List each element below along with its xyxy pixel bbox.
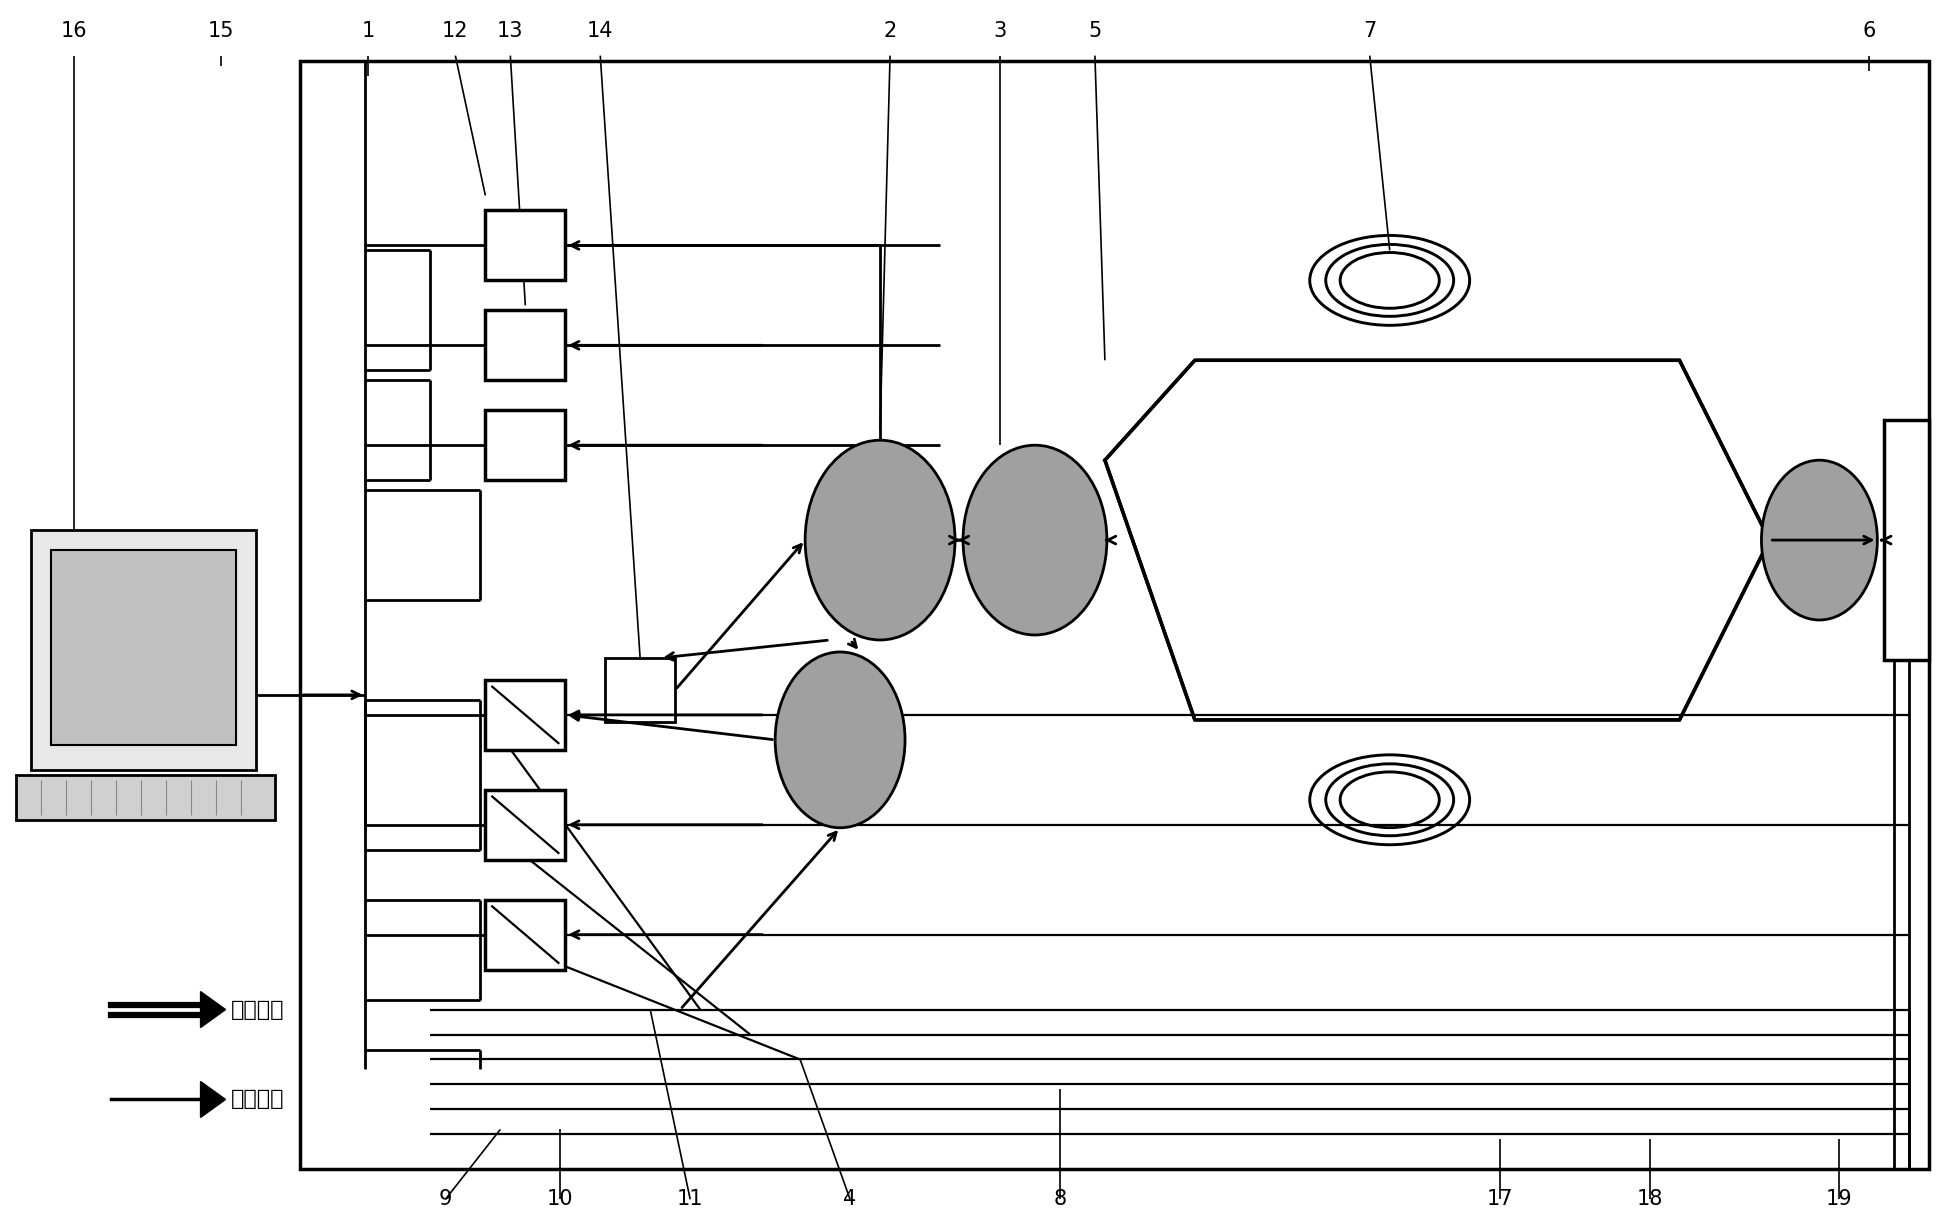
Text: 4: 4 bbox=[844, 1189, 856, 1209]
Ellipse shape bbox=[1761, 460, 1878, 620]
Ellipse shape bbox=[805, 440, 956, 640]
Text: 2: 2 bbox=[883, 21, 897, 41]
Bar bbox=[485, 899, 565, 969]
Text: 3: 3 bbox=[993, 21, 1006, 41]
Ellipse shape bbox=[963, 445, 1106, 635]
Text: 7: 7 bbox=[1364, 21, 1376, 41]
Text: 5: 5 bbox=[1088, 21, 1102, 41]
Bar bbox=[1884, 421, 1929, 661]
Text: 19: 19 bbox=[1827, 1189, 1852, 1209]
Ellipse shape bbox=[776, 652, 905, 828]
Text: 18: 18 bbox=[1635, 1189, 1663, 1209]
Bar bbox=[485, 210, 565, 280]
Bar bbox=[51, 550, 236, 745]
Text: 16: 16 bbox=[61, 21, 88, 41]
Bar bbox=[485, 790, 565, 860]
Text: 11: 11 bbox=[676, 1189, 703, 1209]
Bar bbox=[606, 658, 676, 722]
Text: 1: 1 bbox=[361, 21, 375, 41]
Text: 15: 15 bbox=[207, 21, 234, 41]
Polygon shape bbox=[1104, 360, 1770, 720]
Bar bbox=[301, 60, 1929, 1170]
Polygon shape bbox=[201, 991, 225, 1027]
Text: 12: 12 bbox=[442, 21, 469, 41]
Text: 8: 8 bbox=[1053, 1189, 1067, 1209]
Text: 17: 17 bbox=[1487, 1189, 1512, 1209]
Polygon shape bbox=[201, 1081, 225, 1117]
Text: 9: 9 bbox=[440, 1189, 451, 1209]
Text: 光纤连接: 光纤连接 bbox=[231, 1090, 283, 1109]
Bar bbox=[485, 680, 565, 750]
Text: 13: 13 bbox=[496, 21, 524, 41]
Bar bbox=[31, 530, 256, 770]
Text: 10: 10 bbox=[547, 1189, 574, 1209]
Text: 电线连接: 电线连接 bbox=[231, 1000, 283, 1020]
Bar bbox=[485, 411, 565, 480]
Text: 6: 6 bbox=[1862, 21, 1876, 41]
Bar bbox=[16, 775, 276, 819]
Text: 14: 14 bbox=[586, 21, 614, 41]
Bar bbox=[485, 310, 565, 380]
